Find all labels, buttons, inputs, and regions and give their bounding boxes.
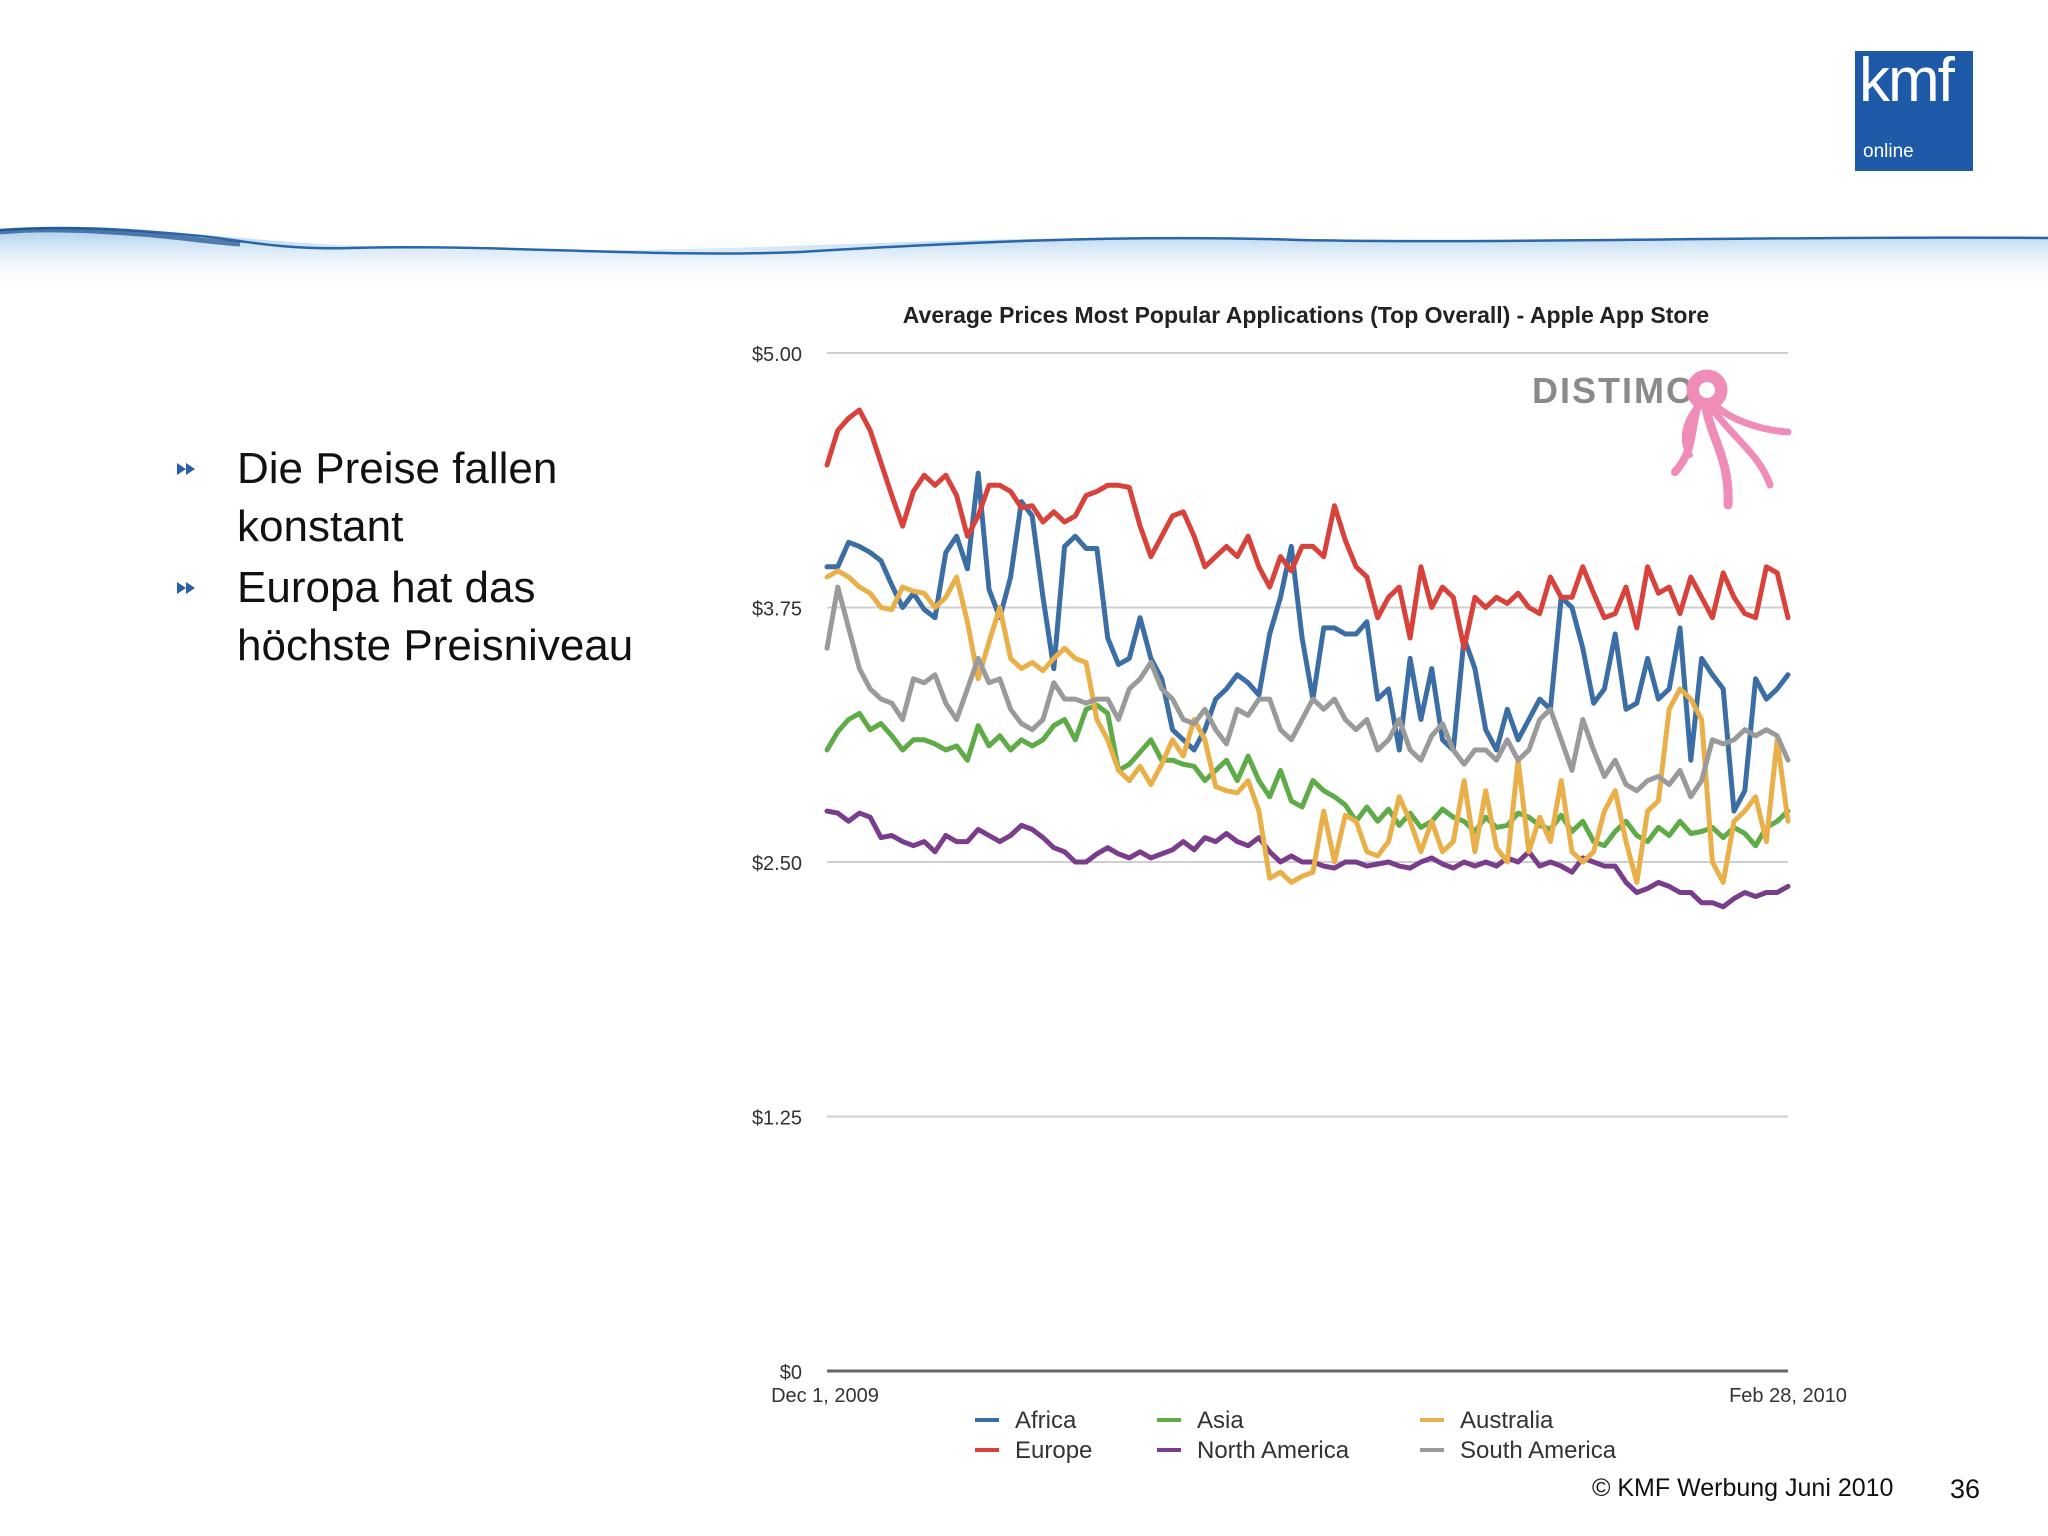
legend-label: Africa bbox=[1015, 1407, 1077, 1434]
kmf-logo: kmf online bbox=[1855, 46, 1973, 171]
water-wave-divider bbox=[0, 226, 2048, 290]
double-arrow-bullet-icon bbox=[177, 463, 195, 475]
y-tick-label: $2.50 bbox=[752, 853, 802, 875]
x-end-label: Feb 28, 2010 bbox=[1729, 1385, 1847, 1407]
chart-title: Average Prices Most Popular Applications… bbox=[903, 302, 1709, 328]
y-tick-label: $3.75 bbox=[752, 599, 802, 621]
bullet-line: Europa hat das bbox=[237, 563, 536, 612]
distimo-watermark: DISTIMO bbox=[1532, 369, 1792, 510]
legend-label: Australia bbox=[1460, 1407, 1554, 1434]
series-line-north-america bbox=[824, 808, 1791, 910]
bullet-item: Europa hat das höchste Preisniveau bbox=[175, 559, 695, 675]
logo-text: kmf bbox=[1859, 46, 1955, 115]
bullet-line: höchste Preisniveau bbox=[237, 621, 634, 670]
legend-label: Asia bbox=[1197, 1407, 1244, 1434]
bullet-item: Die Preise fallen konstant bbox=[175, 440, 695, 556]
series-line-asia bbox=[824, 702, 1791, 849]
logo-subtext: online bbox=[1863, 141, 1914, 162]
legend-label: Europe bbox=[1015, 1437, 1092, 1464]
legend-label: North America bbox=[1197, 1437, 1350, 1464]
x-start-label: Dec 1, 2009 bbox=[771, 1385, 879, 1407]
y-tick-label: $0 bbox=[780, 1362, 802, 1384]
legend-label: South America bbox=[1460, 1437, 1617, 1464]
series-line-south-america bbox=[824, 584, 1791, 800]
footer-copyright: © KMF Werbung Juni 2010 bbox=[1592, 1474, 1894, 1502]
series-line-europe bbox=[824, 407, 1791, 651]
pink-octopus-icon bbox=[1671, 369, 1792, 510]
y-tick-label: $1.25 bbox=[752, 1108, 802, 1130]
bullet-list: Die Preise fallen konstant Europa hat da… bbox=[175, 440, 695, 678]
page-number: 36 bbox=[1950, 1474, 1981, 1504]
series-line-australia bbox=[824, 568, 1791, 885]
bullet-line: Die Preise fallen bbox=[237, 444, 558, 493]
series-line-africa bbox=[824, 470, 1791, 814]
distimo-logo-text: DISTIMO bbox=[1532, 370, 1696, 411]
y-tick-label: $5.00 bbox=[752, 344, 802, 366]
bullet-line: konstant bbox=[237, 502, 404, 551]
double-arrow-bullet-icon bbox=[177, 582, 195, 594]
